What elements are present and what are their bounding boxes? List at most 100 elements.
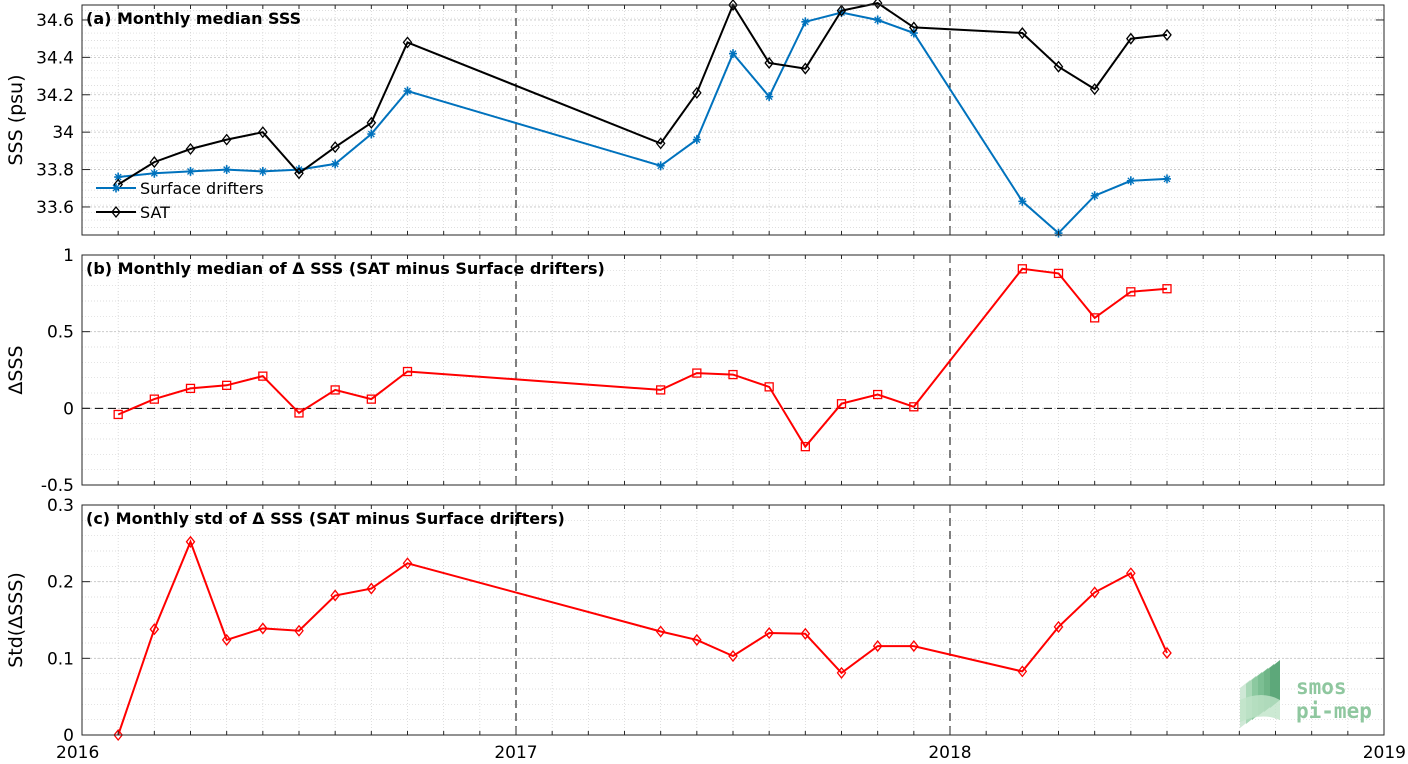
data-point [909,402,919,412]
data-point [692,368,702,378]
data-point [258,622,268,635]
data-point [692,633,702,646]
data-point [222,165,231,175]
data-point [1162,284,1172,294]
panel-title: (a) Monthly median SSS [86,9,301,28]
legend-item: Surface drifters [96,179,264,198]
data-point [656,385,666,395]
data-point [836,4,847,17]
logo-text-smos: smos [1296,675,1347,699]
data-point [185,142,196,156]
x-tick-label: 2019 [1363,743,1406,763]
data-point [655,625,666,638]
y-tick-label: 0 [63,399,74,419]
data-point [221,633,232,646]
data-point [873,389,883,400]
data-point [403,86,412,96]
data-point [765,92,774,102]
data-point [872,640,883,653]
data-point [366,116,377,129]
data-point [330,589,340,602]
x-tick-label: 2017 [494,743,537,763]
data-point [836,666,847,679]
data-point [186,166,195,176]
data-point [728,369,738,380]
data-point [366,582,377,595]
data-point [294,167,304,180]
y-tick-label: 0 [63,726,74,746]
y-axis-label: Std(ΔSSS) [5,572,27,668]
data-point [366,394,376,404]
panel-title: (c) Monthly std of Δ SSS (SAT minus Surf… [86,509,565,528]
data-point [402,36,413,49]
data-point [1126,567,1136,580]
logo-text-pimep: pi-mep [1296,699,1372,723]
series-line-sat [117,2,1168,186]
data-point [150,168,159,178]
data-point [402,366,413,377]
legend-label: SAT [140,203,170,222]
legend-marker [111,205,121,219]
data-point [113,409,123,420]
data-point [655,137,666,150]
data-point [1017,264,1027,274]
y-tick-label: 0.5 [47,323,74,343]
legend: Surface drifters SAT [96,179,264,222]
series-line-delta [117,267,1168,449]
data-point [1162,646,1172,660]
panel-a-sss: 33.6 33.8 34 34.2 34.4 34.6 SSS (psu) (a) Month… [5,0,1385,238]
smos-pimep-logo: smos pi-mep [1240,660,1372,728]
data-point [764,382,774,392]
data-point [402,557,413,570]
legend-marker [112,183,120,193]
data-point [692,86,702,99]
data-point [764,56,774,70]
y-tick-label: 34.2 [36,86,74,106]
y-tick-label: 34 [52,123,74,143]
data-point [729,49,737,59]
data-point [1163,174,1171,184]
data-point [800,627,811,640]
data-point [113,728,123,742]
data-point [909,640,919,653]
y-tick-label: 0.2 [47,573,74,593]
data-point [149,394,159,404]
data-point [800,62,811,75]
y-axis-label: ΔSSS [5,345,27,394]
data-point [294,408,304,418]
data-point [692,135,701,145]
y-tick-label: 33.8 [36,161,74,181]
data-point [1017,27,1028,40]
panel-c-std-delta-sss: 0 0.1 0.2 0.3 Std(ΔSSS) (c) Monthly std of Δ … [5,496,1385,746]
data-point [331,159,340,169]
data-point [221,133,232,146]
data-point [1017,665,1028,678]
data-point [1089,586,1100,599]
data-point [1090,313,1100,323]
legend-label: Surface drifters [140,179,264,198]
y-tick-label: 1 [63,246,74,266]
data-point [1126,176,1135,186]
x-tick-label: 2018 [928,743,971,763]
y-tick-label: 34.4 [36,48,74,68]
data-point [1053,620,1064,633]
data-point [728,649,738,663]
panel-title: (b) Monthly median of Δ SSS (SAT minus S… [86,259,605,278]
data-point [367,129,376,139]
logo-mark-icon [1240,660,1280,728]
data-point [185,383,196,394]
data-point [258,166,267,176]
data-point [294,624,304,637]
data-point [185,535,196,548]
data-point [873,15,882,25]
x-tick-label: 2016 [56,743,99,763]
data-point [801,17,810,27]
data-point [728,0,738,12]
y-tick-label: 34.6 [36,11,74,31]
data-point [1018,196,1027,206]
data-point [222,380,232,390]
data-point [1053,268,1064,279]
y-axis-label: SSS (psu) [5,74,27,165]
data-point [330,141,340,154]
data-point [1053,60,1064,73]
